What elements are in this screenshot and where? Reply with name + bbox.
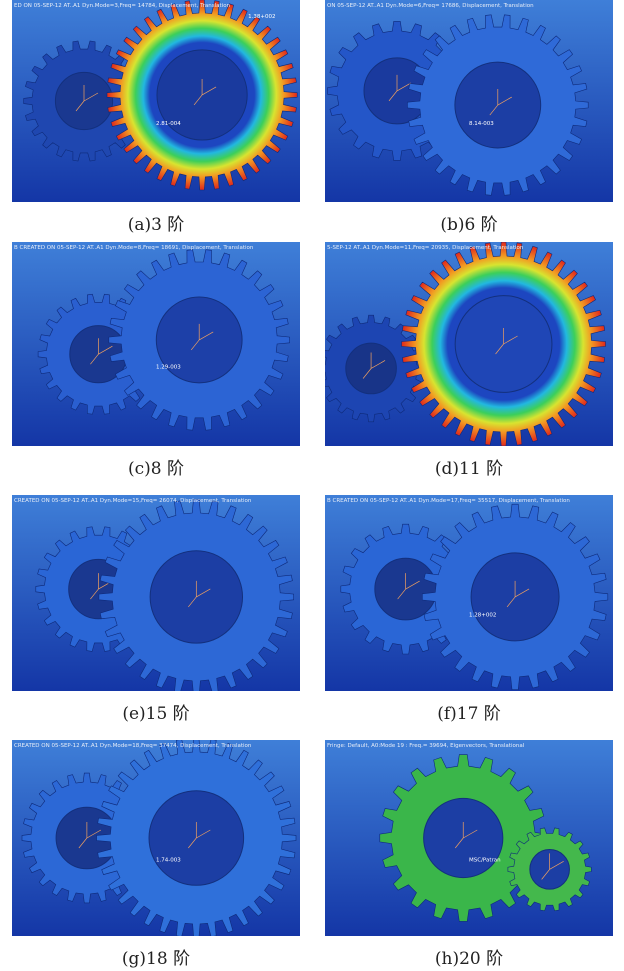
panel: ED ON 05-SEP-12 AT..A1 Dyn.Mode=3,Freq= …: [12, 0, 300, 235]
caption: (f)17 阶: [437, 704, 501, 724]
panel: Fringe: Default, A0:Mode 19 : Freq.= 396…: [325, 740, 613, 969]
panel: ON 05-SEP-12 AT..A1 Dyn.Mode=6,Freq= 176…: [325, 0, 613, 235]
image-label: 2.81-004: [156, 121, 181, 127]
image-header: B CREATED ON 05-SEP-12 AT..A1 Dyn.Mode=8…: [14, 245, 254, 251]
panel: B CREATED ON 05-SEP-12 AT..A1 Dyn.Mode=1…: [325, 495, 613, 724]
image-label: 1.28+002: [469, 613, 496, 619]
image-header: CREATED ON 05-SEP-12 AT..A1 Dyn.Mode=15,…: [14, 498, 252, 504]
caption: (g)18 阶: [122, 949, 190, 969]
image-header: 5-SEP-12 AT..A1 Dyn.Mode=11,Freq= 20935,…: [327, 245, 524, 251]
image-header: ED ON 05-SEP-12 AT..A1 Dyn.Mode=3,Freq= …: [14, 3, 231, 9]
panel: B CREATED ON 05-SEP-12 AT..A1 Dyn.Mode=8…: [12, 242, 300, 479]
image-header: B CREATED ON 05-SEP-12 AT..A1 Dyn.Mode=1…: [327, 498, 570, 504]
caption: (b)6 阶: [440, 215, 497, 235]
image-label: 1.38+002: [248, 14, 275, 20]
image-header: ON 05-SEP-12 AT..A1 Dyn.Mode=6,Freq= 176…: [327, 3, 534, 9]
figure: ED ON 05-SEP-12 AT..A1 Dyn.Mode=3,Freq= …: [0, 0, 624, 971]
caption: (h)20 阶: [435, 949, 503, 969]
caption: (d)11 阶: [435, 459, 503, 479]
image-label: 1.29-003: [156, 364, 181, 370]
image-label: 8.14-003: [469, 121, 494, 127]
panel: CREATED ON 05-SEP-12 AT..A1 Dyn.Mode=15,…: [12, 495, 300, 724]
image-label: 1.74-003: [156, 858, 181, 864]
caption: (e)15 阶: [122, 704, 189, 724]
caption: (c)8 阶: [128, 459, 184, 479]
panel: CREATED ON 05-SEP-12 AT..A1 Dyn.Mode=18,…: [12, 738, 300, 969]
panel: 5-SEP-12 AT..A1 Dyn.Mode=11,Freq= 20935,…: [318, 242, 613, 479]
caption: (a)3 阶: [128, 215, 185, 235]
image-header: Fringe: Default, A0:Mode 19 : Freq.= 396…: [327, 743, 525, 749]
image-label: MSC/Patran: [469, 858, 501, 864]
image-header: CREATED ON 05-SEP-12 AT..A1 Dyn.Mode=18,…: [14, 743, 252, 749]
